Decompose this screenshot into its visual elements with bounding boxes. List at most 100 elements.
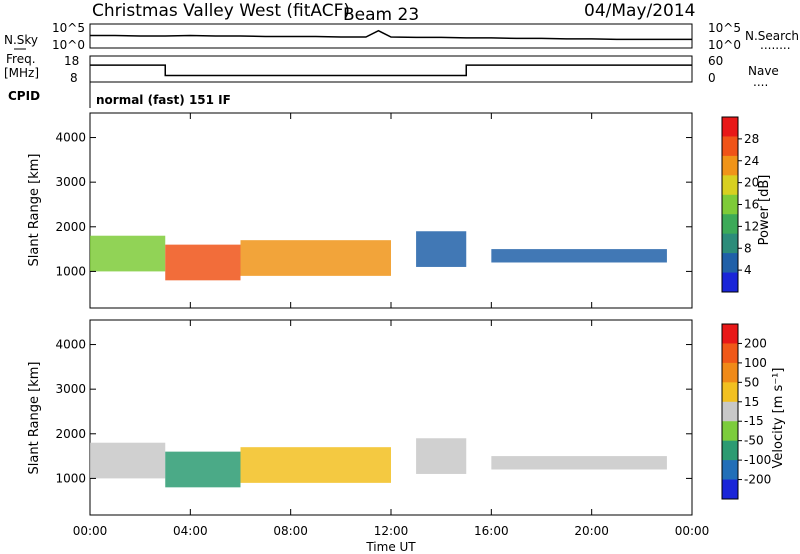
x-tick-label: 20:00: [574, 524, 609, 538]
colorbar-segment: [722, 460, 738, 481]
colorbar-segment: [722, 233, 738, 254]
heatmap-band: [491, 456, 667, 470]
noise-right-tick-top: 10^5: [708, 21, 741, 35]
heatmap-band: [240, 240, 391, 276]
colorbar-tick-label: 15: [744, 395, 759, 409]
noise-left-tick-bottom: 10^0: [52, 38, 85, 52]
freq-left-tick-bottom: 8: [70, 71, 78, 85]
heatmap-band: [416, 231, 467, 267]
colorbar-segment: [722, 175, 738, 196]
colorbar-tick-label: 4: [744, 263, 752, 277]
heatmap-band: [240, 447, 391, 483]
power-colorbar: 28 24 20 16 12 8 4: [721, 116, 759, 293]
colorbar-segment: [722, 382, 738, 403]
colorbar-segment: [722, 401, 738, 422]
colorbar-tick-label: 8: [744, 241, 752, 255]
colorbar-segment: [722, 343, 738, 364]
freq-right-label: Nave: [748, 64, 779, 78]
x-tick-label: 00:00: [675, 524, 710, 538]
frequency-panel-frame: [89, 55, 693, 83]
frequency-panel: Freq. [MHz] 18 8 60 0 Nave ....: [4, 52, 779, 89]
y-tick-label: 2000: [55, 427, 86, 441]
heatmap-band: [416, 438, 467, 474]
velocity-panel: 4000 3000 2000 1000 Slant Range [km] 200 100…: [27, 319, 786, 516]
colorbar-tick-label: 100: [744, 356, 767, 370]
noise-plot: [90, 29, 692, 41]
colorbar-tick-label: -50: [744, 434, 764, 448]
colorbar-tick-label: -200: [744, 473, 771, 487]
power-yticks: 4000 3000 2000 1000: [55, 131, 692, 278]
freq-left-label: Freq.: [6, 52, 36, 66]
x-axis: 00:00 04:00 08:00 12:00 16:00 20:00 00:00: [73, 113, 710, 538]
station-title: Christmas Valley West (fitACF): [92, 1, 350, 21]
heatmap-band: [165, 244, 241, 281]
y-tick-label: 3000: [55, 175, 86, 189]
colorbar-segment: [722, 253, 738, 274]
freq-left-tick-top: 18: [64, 54, 79, 68]
x-tick-label: 12:00: [374, 524, 409, 538]
freq-right-legend: ....: [753, 75, 768, 89]
colorbar-segment: [722, 440, 738, 461]
noise-panel: N.Sky 10^5 10^0 10^5 10^0 N.Search .....…: [4, 21, 799, 52]
power-panel: 4000 3000 2000 1000 Slant Range [km] 28 24 20…: [27, 112, 772, 309]
noise-right-legend: ........: [760, 38, 791, 52]
cpid-value: normal (fast) 151 IF: [96, 93, 231, 107]
colorbar-tick-label: 200: [744, 336, 767, 350]
velocity-ylabel: Slant Range [km]: [27, 362, 42, 475]
y-tick-label: 4000: [55, 338, 86, 352]
velocity-colorbar: 200 100 50 15 -15 -50 -100 -200: [721, 323, 771, 500]
colorbar-frame: [721, 323, 739, 500]
y-tick-label: 3000: [55, 382, 86, 396]
colorbar-tick-label: 20: [744, 176, 759, 190]
heatmap-band: [90, 442, 166, 479]
heatmap-band: [491, 249, 667, 263]
colorbar-segment: [722, 194, 738, 215]
colorbar-segment: [722, 324, 738, 344]
noise-series-line: [90, 29, 692, 41]
colorbar-tick-label: 24: [744, 154, 759, 168]
freq-left-unit: [MHz]: [4, 66, 39, 80]
power-plot: [90, 231, 667, 281]
y-tick-label: 1000: [55, 471, 86, 485]
x-tick-label: 00:00: [73, 524, 108, 538]
beam-title: Beam 23: [343, 5, 419, 25]
noise-left-tick-top: 10^5: [52, 21, 85, 35]
colorbar-segment: [722, 136, 738, 157]
power-ylabel: Slant Range [km]: [27, 154, 42, 267]
y-tick-label: 4000: [55, 131, 86, 145]
colorbar-tick-label: -100: [744, 453, 771, 467]
colorbar-segment: [722, 421, 738, 442]
frequency-series-line: [90, 64, 692, 77]
colorbar-tick-label: -15: [744, 414, 764, 428]
colorbar-tick-label: 16: [744, 198, 759, 212]
x-axis-label: Time UT: [365, 540, 416, 554]
noise-left-label: N.Sky: [4, 33, 38, 47]
colorbar-segment: [722, 155, 738, 176]
y-tick-label: 2000: [55, 220, 86, 234]
noise-right-tick-bottom: 10^0: [708, 38, 741, 52]
heatmap-band: [165, 451, 241, 488]
noise-right-label: N.Search: [745, 29, 799, 43]
heatmap-band: [90, 235, 166, 272]
freq-right-tick-top: 60: [708, 54, 723, 68]
cpid-label: CPID: [8, 89, 40, 103]
frequency-plot: [90, 64, 692, 77]
date-title: 04/May/2014: [584, 1, 696, 21]
colorbar-segment: [722, 362, 738, 383]
colorbar-segment: [722, 272, 738, 293]
colorbar-segment: [722, 214, 738, 235]
freq-right-tick-bottom: 0: [708, 71, 716, 85]
power-colorbar-label: Power [dB]: [757, 175, 772, 246]
colorbar-segment: [722, 117, 738, 137]
colorbar-tick-label: 12: [744, 219, 759, 233]
x-tick-label: 16:00: [474, 524, 509, 538]
colorbar-tick-label: 50: [744, 375, 759, 389]
velocity-plot: [90, 438, 667, 488]
x-tick-label: 08:00: [273, 524, 308, 538]
x-tick-label: 04:00: [173, 524, 208, 538]
colorbar-tick-label: 28: [744, 132, 759, 146]
colorbar-segment: [722, 479, 738, 500]
velocity-yticks: 4000 3000 2000 1000: [55, 338, 692, 485]
velocity-colorbar-label: Velocity [m s⁻¹]: [771, 368, 786, 469]
